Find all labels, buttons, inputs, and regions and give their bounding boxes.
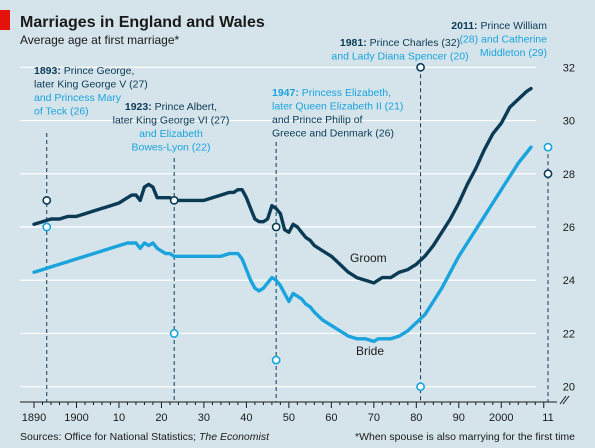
red-corner-tag xyxy=(0,10,10,30)
x-tick-label-90: 90 xyxy=(453,412,465,424)
grid xyxy=(20,66,536,388)
marker-groom-1923 xyxy=(169,195,179,205)
series-lines xyxy=(32,86,533,344)
source-italic: The Economist xyxy=(199,431,270,443)
chart-title: Marriages in England and Wales xyxy=(20,14,265,31)
x-tick-label-1900: 1900 xyxy=(64,412,88,424)
annotation-1947-line-3: Greece and Denmark (26) xyxy=(272,128,394,140)
x-tick-label-30: 30 xyxy=(198,412,210,424)
marker-bride-1947 xyxy=(271,355,281,365)
annotation-1893-line-3: of Teck (26) xyxy=(34,106,89,118)
annotations: 1893: Prince George, later King George V … xyxy=(34,20,547,154)
annotation-1923-line-1: later King George VI (27) xyxy=(113,115,230,127)
line-bride xyxy=(32,145,533,344)
annotation-2011-line-1: (28) and Catherine xyxy=(459,34,547,46)
source-note: Sources: Office for National Statistics;… xyxy=(20,431,270,443)
line-groom xyxy=(32,86,533,285)
y-axis: 20 22 24 26 28 30 32 xyxy=(563,62,575,393)
annotation-1947-line-2: and Prince Philip of xyxy=(272,114,363,126)
annotation-1893-line-2: and Princess Mary xyxy=(34,92,122,104)
series-label-groom: Groom xyxy=(350,251,387,265)
y-tick-label-26: 26 xyxy=(563,222,575,234)
x-tick-label-60: 60 xyxy=(325,412,337,424)
annotation-1947-line-0: 1947: Princess Elizabeth, xyxy=(272,87,391,99)
source-label: Sources: Office for National Statistics; xyxy=(20,431,199,443)
y-tick-label-20: 20 xyxy=(563,382,575,394)
annotation-2011-line-0: 2011: Prince William xyxy=(451,20,547,32)
marker-groom-2011 xyxy=(543,169,553,179)
marker-bride-1893 xyxy=(42,222,52,232)
annotation-1923-line-0: 1923: Prince Albert, xyxy=(125,101,217,113)
marker-groom-1893 xyxy=(42,195,52,205)
marker-bride-1981 xyxy=(416,382,425,392)
x-tick-label-80: 80 xyxy=(410,412,422,424)
y-tick-label-24: 24 xyxy=(563,275,575,287)
x-tick-label-11: 11 xyxy=(542,412,553,424)
x-tick-label-10: 10 xyxy=(113,412,125,424)
marker-groom-1981 xyxy=(416,62,425,72)
y-tick-label-28: 28 xyxy=(563,169,575,181)
series-label-bride: Bride xyxy=(356,344,384,358)
y-tick-label-32: 32 xyxy=(563,62,575,74)
annotation-1893-line-1: later King George V (27) xyxy=(34,79,148,91)
event-markers xyxy=(42,62,553,392)
annotation-1947-line-1: later Queen Elizabeth II (21) xyxy=(272,101,403,113)
chart-subtitle: Average age at first marriage* xyxy=(20,33,180,47)
x-axis: 1890 1900 10 20 30 40 50 60 70 80 90 2000 11 xyxy=(20,395,570,424)
x-tick-label-20: 20 xyxy=(155,412,167,424)
annotation-1893-line-0: 1893: Prince George, xyxy=(34,65,134,77)
marker-bride-1923 xyxy=(169,329,179,338)
axis-break-mark xyxy=(559,395,567,405)
x-tick-label-50: 50 xyxy=(283,412,295,424)
marker-groom-1947 xyxy=(271,222,281,232)
x-tick-label-70: 70 xyxy=(368,412,380,424)
marker-bride-2011 xyxy=(543,142,553,152)
footnote: *When spouse is also marrying for the fi… xyxy=(355,431,575,443)
y-tick-label-30: 30 xyxy=(563,116,575,128)
annotation-1923-line-3: Bowes-Lyon (22) xyxy=(132,142,211,154)
annotation-2011-line-2: Middleton (29) xyxy=(480,47,547,59)
axis-break-mark xyxy=(562,395,570,405)
y-tick-label-22: 22 xyxy=(563,328,575,340)
x-tick-label-2000: 2000 xyxy=(489,412,513,424)
x-tick-label-40: 40 xyxy=(240,412,252,424)
annotation-1923-line-2: and Elizabeth xyxy=(139,128,203,140)
annotation-1981-line-1: and Lady Diana Spencer (20) xyxy=(331,51,468,63)
annotation-1981-line-0: 1981: Prince Charles (32) xyxy=(340,37,460,49)
x-tick-label-1890: 1890 xyxy=(22,412,46,424)
